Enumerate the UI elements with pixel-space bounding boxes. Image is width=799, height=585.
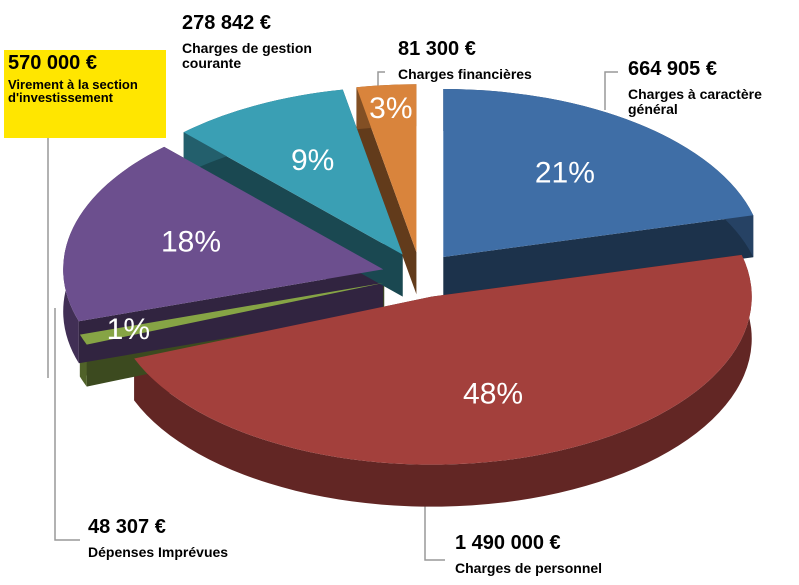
category-label: Charges de personnel [455,560,603,576]
leader-line [377,71,385,92]
slice [63,146,384,322]
label: 278 842 € Charges de gestion courante [182,12,362,71]
label: 664 905 € Charges à caractère général [628,58,799,117]
percent-label: 3% [369,92,412,125]
slice [443,88,754,257]
amount-label: 278 842 € [182,12,271,34]
category-label: Dépenses Imprévues [88,544,229,560]
slice-side [356,84,417,295]
percent-label: 9% [291,144,334,177]
percent-label: 21% [535,157,595,190]
amount-label: 48 307 € [88,516,166,538]
amount-label: 570 000 € [8,52,97,74]
category-label: Charges de gestion courante [182,40,312,71]
leader-lines [47,71,618,561]
slice [183,89,403,255]
slice-side [78,146,384,364]
slice-wall [134,254,752,507]
slice-side [443,88,754,299]
percent-label: 48% [463,378,523,411]
category-label: Virement à la section d'investissement [8,77,138,105]
slice [79,282,385,345]
label: 1 490 000 € Charges de personnel [455,532,755,576]
category-label: Charges financières [398,66,532,82]
slice [134,254,752,465]
leader-line [54,308,80,541]
slice [356,84,417,253]
leader-line [604,71,618,110]
leader-line [424,500,445,561]
category-label: Charges à caractère général [628,86,762,117]
percent-label: 18% [161,225,221,258]
label: 81 300 € Charges financières [398,38,598,82]
label: 570 000 € Virement à la section d'investi… [4,50,166,138]
amount-label: 1 490 000 € [455,532,561,554]
amount-label: 81 300 € [398,38,476,60]
label: 48 307 € Dépenses Imprévues [88,516,338,560]
amount-label: 664 905 € [628,58,717,80]
percent-label: 1% [107,313,150,346]
